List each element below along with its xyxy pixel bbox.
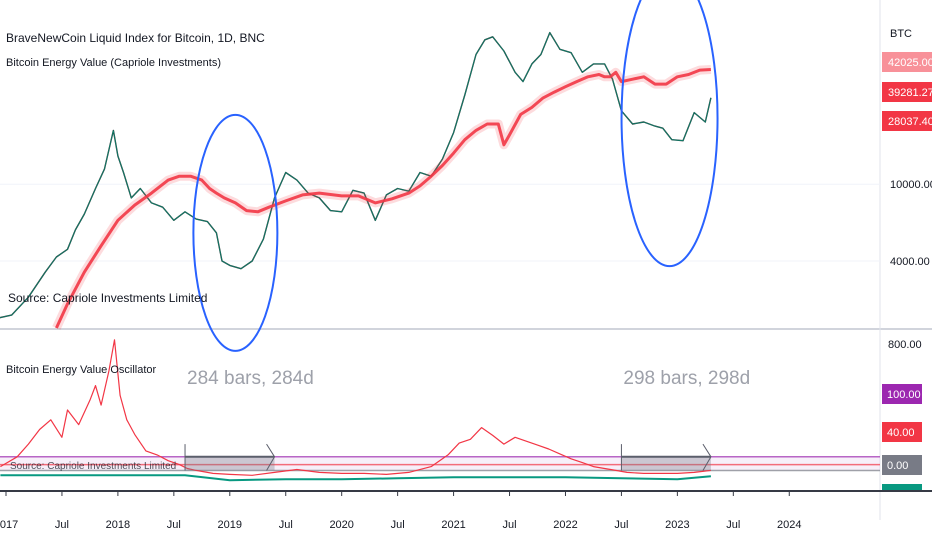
price-label-text: 42025.00	[888, 57, 932, 69]
time-tick-label: 2019	[218, 519, 242, 531]
price-label-box	[882, 82, 932, 102]
price-gridlines	[0, 183, 880, 262]
price-label-box	[882, 111, 932, 131]
energy-value-line	[55, 68, 711, 329]
oscillator-series-group	[0, 339, 711, 482]
measurement-label: 298 bars, 298d	[623, 368, 750, 389]
measurement-box[interactable]	[185, 456, 275, 471]
chart-subtitle: Bitcoin Energy Value (Capriole Investmen…	[6, 57, 221, 69]
oscillator-title: Bitcoin Energy Value Oscillator	[6, 364, 157, 376]
highlight-ellipse[interactable]	[192, 113, 279, 352]
time-tick-label: Jul	[55, 519, 69, 531]
source-note: Source: Capriole Investments Limited	[8, 291, 207, 305]
time-tick-label: 2022	[553, 519, 577, 531]
price-tick-label: 10000.00	[890, 179, 932, 191]
oscillator-level-text: 0.00	[887, 460, 908, 472]
oscillator-level-box	[882, 455, 922, 475]
time-tick-label: Jul	[167, 519, 181, 531]
oscillator-band	[0, 456, 880, 471]
oscillator-level-text: 100.00	[887, 389, 921, 401]
price-label-text: 39281.27	[888, 87, 932, 99]
chart-title: BraveNewCoin Liquid Index for Bitcoin, 1…	[6, 31, 265, 45]
price-axis-unit: BTC	[890, 28, 912, 40]
oscillator-level-box	[882, 422, 922, 442]
price-line-overlay	[0, 31, 712, 319]
measurement-label: 284 bars, 284d	[187, 368, 314, 389]
measurement-arrowhead	[702, 443, 712, 471]
price-tick-label: 4000.00	[890, 256, 930, 268]
time-tick-label: 2018	[106, 519, 130, 531]
time-tick-label: Jul	[502, 519, 516, 531]
time-tick-label: Jul	[391, 519, 405, 531]
time-tick-label: 2023	[665, 519, 689, 531]
highlight-ellipse[interactable]	[620, 0, 719, 268]
price-annotations	[192, 0, 719, 352]
price-label-text: 28037.40	[888, 116, 932, 128]
time-tick-label: Jul	[614, 519, 628, 531]
time-tick-label: 2017	[0, 519, 18, 531]
time-tick-label: 2024	[777, 519, 801, 531]
time-tick-label: 2021	[441, 519, 465, 531]
oscillator-baseline	[0, 474, 711, 482]
oscillator-axis[interactable]: 100.00 40.00 0.00 800.00	[882, 339, 922, 490]
oscillator-panel-bg	[0, 332, 880, 490]
price-series-group	[0, 31, 712, 330]
price-label-box	[882, 52, 932, 72]
oscillator-tick-label: 800.00	[888, 339, 922, 351]
oscillator-level-text: 40.00	[887, 427, 915, 439]
time-tick-label: 2020	[329, 519, 353, 531]
oscillator-baseline-box	[882, 484, 922, 490]
time-tick-label: Jul	[726, 519, 740, 531]
oscillator-level-box	[882, 384, 922, 404]
oscillator-levels	[0, 456, 880, 472]
oscillator-measurements: 284 bars, 284d 298 bars, 298d	[184, 368, 750, 471]
time-tick-label: Jul	[279, 519, 293, 531]
price-axis[interactable]: 4000.00 10000.00 42025.00 39281.27 28037.40	[882, 52, 932, 268]
oscillator-overlay-text: Source: Capriole Investments Limited	[10, 461, 176, 472]
time-axis[interactable]: 2017 Jul 2018 Jul 2019 Jul 2020 Jul 2021 Jul 2022 J…	[0, 491, 802, 531]
oscillator-line	[0, 339, 711, 476]
measurement-arrowhead	[266, 443, 276, 471]
measurement-box[interactable]	[621, 456, 711, 471]
